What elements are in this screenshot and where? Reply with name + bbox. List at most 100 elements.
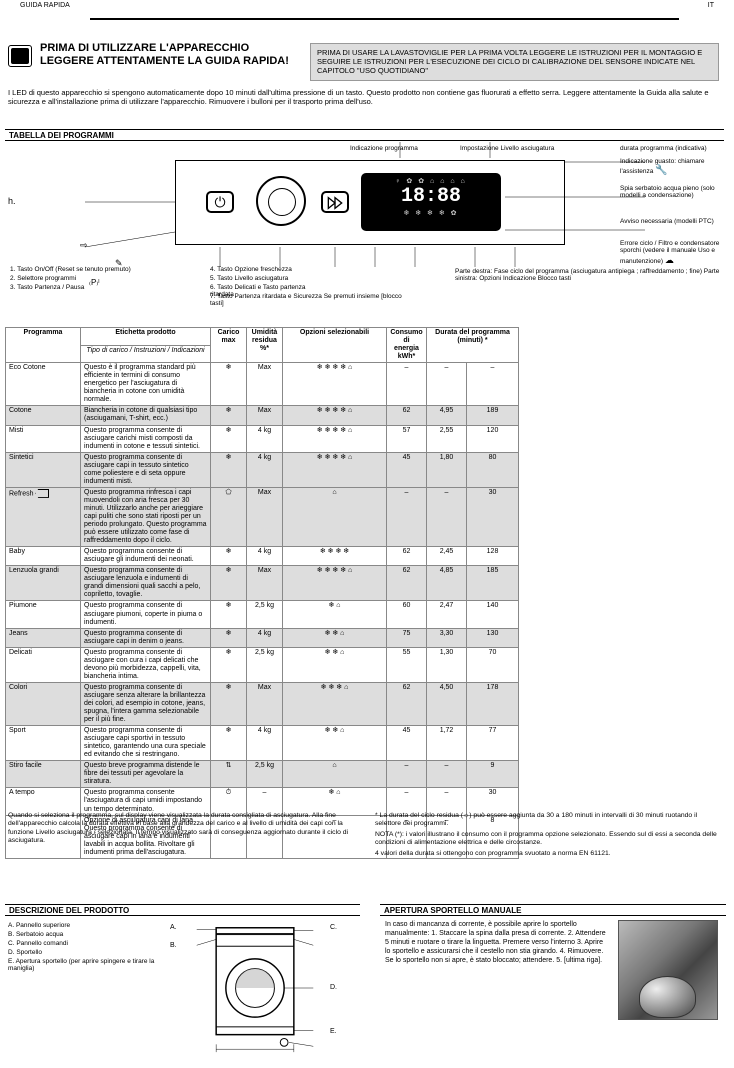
program-footnotes: Quando si seleziona il programma, sul di… bbox=[8, 812, 724, 858]
panel-label-7: 7. Tasto Partenza ritardata e Sicurezza … bbox=[210, 293, 410, 308]
cell-load: 4 kg bbox=[247, 425, 283, 452]
cell-rec: Questo programma consente di asciugare c… bbox=[81, 726, 211, 761]
cell-rec: Biancheria in cotone di qualsiasi tipo (… bbox=[81, 406, 211, 425]
door-instructions: In caso di mancanza di corrente, è possi… bbox=[385, 920, 610, 965]
cell-dur: – bbox=[467, 363, 519, 406]
cell-umid: 60 bbox=[387, 601, 427, 628]
first-use-note: I LED di questo apparecchio si spengono … bbox=[8, 88, 719, 107]
panel-label-5: 5. Tasto Livello asciugatura bbox=[210, 275, 320, 282]
cell-rec: Questo programma consente di asciugare c… bbox=[81, 628, 211, 647]
cell-prog: Refresh bbox=[6, 487, 81, 546]
section-door-open: APERTURA SPORTELLO MANUALE bbox=[380, 904, 726, 916]
display-icons-bot: ❄ ❄ ❄ ❄ ✿ bbox=[361, 209, 501, 217]
cell-opts: ❄ ⌂ bbox=[283, 788, 387, 815]
disp-label-i: Indicazione guasto: chiamare l'assistenz… bbox=[620, 158, 730, 177]
cell-rec: Questo programma rinfresca i capi muoven… bbox=[81, 487, 211, 546]
cell-prog: Lenzuola grandi bbox=[6, 566, 81, 601]
table-row: DelicatiQuesto programma consente di asc… bbox=[6, 647, 519, 682]
cell-dur: 120 bbox=[467, 425, 519, 452]
pd-legend-c: C. Pannello comandi bbox=[8, 940, 178, 947]
cell-prog: Eco Cotone bbox=[6, 363, 81, 406]
cell-rec: Questo programma consente di asciugare p… bbox=[81, 601, 211, 628]
table-row: SinteticiQuesto programma consente di as… bbox=[6, 452, 519, 487]
th-energy: Consumo di energia kWh* bbox=[387, 328, 427, 363]
cell-opts: ❄ ❄ ❄ ⌂ bbox=[283, 682, 387, 725]
cell-rec: Questo programma consente di asciugare c… bbox=[81, 647, 211, 682]
cell-icon: ❄ bbox=[211, 628, 247, 647]
program-table-body: Eco CotoneQuesto è il programma standard… bbox=[6, 363, 519, 859]
display-screen: ♀ ✿ ✿ ⌂ ⌂ ⌂ ⌂ 18:88 ❄ ❄ ❄ ❄ ✿ bbox=[361, 173, 501, 231]
cell-load: Max bbox=[247, 487, 283, 546]
program-table-head: Programma Etichetta prodotto Carico max … bbox=[6, 328, 519, 363]
cell-load: Max bbox=[247, 363, 283, 406]
cell-opts: ❄ ❄ ⌂ bbox=[283, 628, 387, 647]
cell-energy: 2,55 bbox=[427, 425, 467, 452]
panel-label-4: 4. Tasto Opzione freschezza bbox=[210, 266, 320, 273]
cell-energy: 2,47 bbox=[427, 601, 467, 628]
table-row: CotoneBiancheria in cotone di qualsiasi … bbox=[6, 406, 519, 425]
cell-umid: 62 bbox=[387, 406, 427, 425]
cell-opts: ❄ ❄ ❄ ❄ ⌂ bbox=[283, 406, 387, 425]
disp-label-j: Spia serbatoio acqua pieno (solo modelli… bbox=[620, 185, 730, 200]
display-time: 18:88 bbox=[361, 187, 501, 207]
cell-energy: 4,85 bbox=[427, 566, 467, 601]
cell-umid: 75 bbox=[387, 628, 427, 647]
cell-rec: Questo programma consente di asciugare s… bbox=[81, 682, 211, 725]
section-program-table: TABELLA DEI PROGRAMMI bbox=[5, 129, 724, 141]
cell-umid: 62 bbox=[387, 566, 427, 601]
cell-icon: ⇅ bbox=[211, 761, 247, 788]
display-icons-top: ♀ ✿ ✿ ⌂ ⌂ ⌂ ⌂ bbox=[361, 177, 501, 185]
cell-rec: Questo programma consente di asciugare l… bbox=[81, 566, 211, 601]
cell-dur: 128 bbox=[467, 547, 519, 566]
pd-label-e: E. bbox=[330, 1028, 337, 1035]
callout-d: ⇨ bbox=[80, 240, 190, 250]
header-left: GUIDA RAPIDA bbox=[20, 2, 70, 9]
cell-icon: ❄ bbox=[211, 647, 247, 682]
cell-prog: Stiro facile bbox=[6, 761, 81, 788]
cell-prog: Sport bbox=[6, 726, 81, 761]
th-sub: Tipo di carico / Instruzioni / Indicazio… bbox=[81, 345, 211, 363]
cell-load: 2,5 kg bbox=[247, 761, 283, 788]
cell-dur: 70 bbox=[467, 647, 519, 682]
instruction-box: PRIMA DI USARE LA LAVASTOVIGLIE PER LA P… bbox=[310, 43, 719, 81]
page-title: PRIMA DI UTILIZZARE L'APPARECCHIO LEGGER… bbox=[40, 42, 289, 68]
header-rule bbox=[90, 18, 679, 20]
th-rec: Etichetta prodotto bbox=[81, 328, 211, 346]
callout-p: ₍P₎ˡ bbox=[89, 278, 199, 287]
cell-load: 2,5 kg bbox=[247, 601, 283, 628]
title-line-1: PRIMA DI UTILIZZARE L'APPARECCHIO bbox=[40, 42, 289, 55]
cell-dur: 178 bbox=[467, 682, 519, 725]
cell-dur: 9 bbox=[467, 761, 519, 788]
pd-label-d: D. bbox=[330, 984, 337, 991]
footnote: 4 valori della durata si ottengono con p… bbox=[375, 850, 724, 858]
cell-rec: Questo breve programma distende le fibre… bbox=[81, 761, 211, 788]
cell-prog: Baby bbox=[6, 547, 81, 566]
table-row: A tempoQuesto programma consente l'asciu… bbox=[6, 788, 519, 815]
pd-legend-d: D. Sportello bbox=[8, 949, 178, 956]
cell-opts: ❄ ❄ ⌂ bbox=[283, 726, 387, 761]
disp-label-m: Parte destra: Fase ciclo del programma (… bbox=[455, 268, 725, 283]
cell-load: Max bbox=[247, 682, 283, 725]
cell-prog: Sintetici bbox=[6, 452, 81, 487]
start-button-glyph bbox=[321, 191, 349, 213]
cell-dur: 130 bbox=[467, 628, 519, 647]
cell-load: Max bbox=[247, 566, 283, 601]
cell-umid: – bbox=[387, 788, 427, 815]
section-product-desc: DESCRIZIONE DEL PRODOTTO bbox=[5, 904, 360, 916]
table-row: JeansQuesto programma consente di asciug… bbox=[6, 628, 519, 647]
th-dur: Durata del programma (minuti) * bbox=[427, 328, 519, 363]
table-row: PiumoneQuesto programma consente di asci… bbox=[6, 601, 519, 628]
cell-opts: ❄ ❄ ❄ ❄ ⌂ bbox=[283, 566, 387, 601]
cell-energy: – bbox=[427, 788, 467, 815]
cell-prog: Colori bbox=[6, 682, 81, 725]
cell-dur: 30 bbox=[467, 788, 519, 815]
cell-energy: 1,72 bbox=[427, 726, 467, 761]
cell-icon: ❄ bbox=[211, 547, 247, 566]
cell-opts: ❄ ❄ ❄ ❄ ⌂ bbox=[283, 452, 387, 487]
cell-umid: 62 bbox=[387, 682, 427, 725]
cell-rec: Questo programma consente di asciugare c… bbox=[81, 425, 211, 452]
cell-dur: 189 bbox=[467, 406, 519, 425]
cell-load: 4 kg bbox=[247, 628, 283, 647]
disp-label-k: Avviso necessaria (modelli PTC) bbox=[620, 218, 730, 225]
cell-icon: ❄ bbox=[211, 406, 247, 425]
